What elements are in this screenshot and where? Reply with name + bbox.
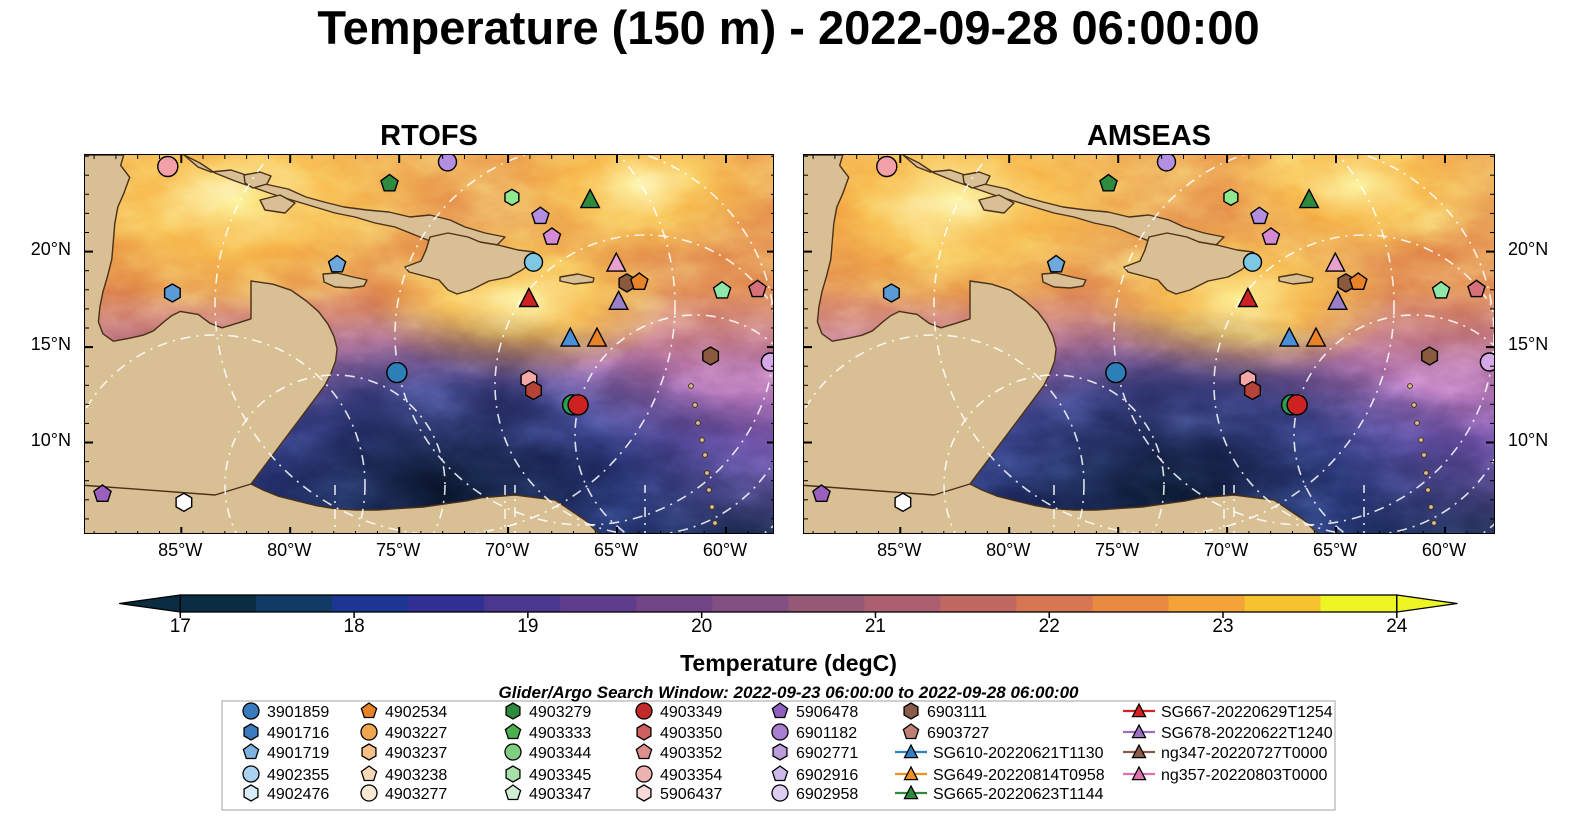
svg-text:4903352: 4903352 — [660, 745, 722, 762]
svg-text:4903354: 4903354 — [660, 767, 722, 784]
svg-text:4902476: 4902476 — [267, 786, 329, 803]
svg-text:SG665-20220623T1144: SG665-20220623T1144 — [933, 786, 1104, 803]
svg-text:4902534: 4902534 — [385, 704, 447, 721]
svg-text:4903277: 4903277 — [385, 786, 447, 803]
svg-text:4903350: 4903350 — [660, 725, 722, 742]
svg-text:4903344: 4903344 — [529, 745, 591, 762]
svg-text:5906437: 5906437 — [660, 786, 722, 803]
svg-text:4902355: 4902355 — [267, 767, 329, 784]
svg-text:SG667-20220629T1254: SG667-20220629T1254 — [1161, 704, 1333, 721]
svg-text:4903345: 4903345 — [529, 767, 591, 784]
svg-text:4903333: 4903333 — [529, 725, 591, 742]
svg-text:4901719: 4901719 — [267, 745, 329, 762]
svg-text:6902916: 6902916 — [796, 767, 858, 784]
svg-text:4903349: 4903349 — [660, 704, 722, 721]
svg-text:6901182: 6901182 — [796, 725, 857, 742]
svg-text:6902958: 6902958 — [796, 786, 858, 803]
svg-text:6903727: 6903727 — [927, 725, 989, 742]
svg-text:ng347-20220727T0000: ng347-20220727T0000 — [1161, 745, 1327, 762]
svg-text:4903347: 4903347 — [529, 786, 591, 803]
svg-text:4903238: 4903238 — [385, 767, 447, 784]
svg-text:ng357-20220803T0000: ng357-20220803T0000 — [1161, 767, 1327, 784]
svg-text:4903279: 4903279 — [529, 704, 591, 721]
svg-text:5906478: 5906478 — [796, 704, 858, 721]
svg-text:6902771: 6902771 — [796, 745, 858, 762]
svg-text:SG649-20220814T0958: SG649-20220814T0958 — [933, 767, 1105, 784]
svg-text:4903237: 4903237 — [385, 745, 447, 762]
svg-text:4903227: 4903227 — [385, 725, 447, 742]
svg-text:3901859: 3901859 — [267, 704, 329, 721]
svg-text:SG610-20220621T1130: SG610-20220621T1130 — [933, 745, 1104, 762]
svg-text:6903111: 6903111 — [927, 704, 987, 721]
svg-text:4901716: 4901716 — [267, 725, 329, 742]
svg-text:SG678-20220622T1240: SG678-20220622T1240 — [1161, 725, 1333, 742]
